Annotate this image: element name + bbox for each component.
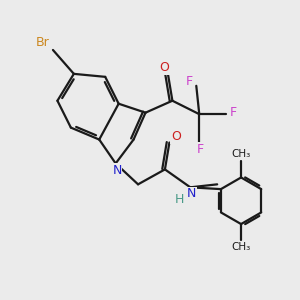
- Text: H: H: [175, 194, 184, 206]
- Text: N: N: [187, 188, 196, 200]
- Text: F: F: [185, 75, 192, 88]
- Text: O: O: [171, 130, 181, 143]
- Text: N: N: [112, 164, 122, 176]
- Text: Br: Br: [36, 36, 50, 49]
- Text: CH₃: CH₃: [232, 149, 251, 160]
- Text: CH₃: CH₃: [232, 242, 251, 252]
- Text: O: O: [159, 61, 169, 74]
- Text: F: F: [197, 142, 204, 156]
- Text: F: F: [230, 106, 237, 119]
